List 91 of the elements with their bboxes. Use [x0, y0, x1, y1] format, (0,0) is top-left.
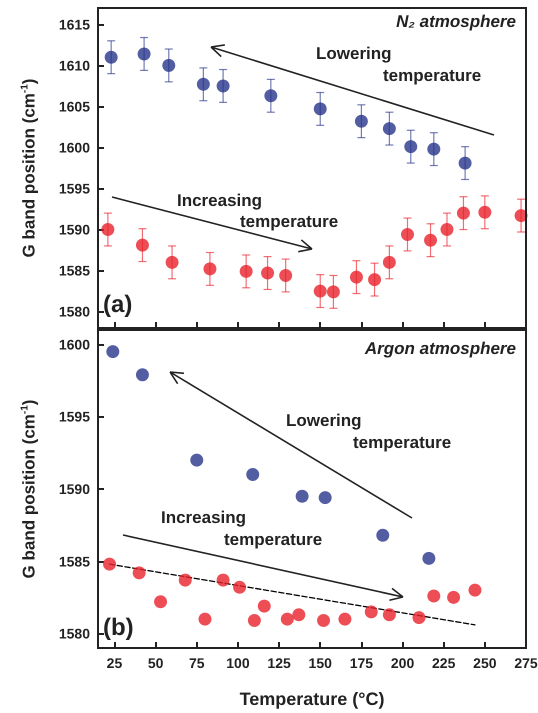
y-tick-label: 1595 — [58, 408, 90, 425]
y-tick-label: 1600 — [58, 336, 90, 352]
x-tick-label: 25 — [106, 655, 122, 671]
point — [162, 58, 176, 72]
point — [338, 612, 352, 626]
x-tick-label: 100 — [226, 655, 250, 671]
point — [440, 223, 454, 236]
x-tick-label: 200 — [390, 655, 414, 671]
point — [203, 262, 216, 276]
point — [427, 142, 440, 156]
x-axis-title: Temperature (°C) — [240, 689, 384, 709]
y-tick-label: 1585 — [58, 553, 90, 570]
x-tick-label: 225 — [432, 655, 456, 671]
point — [424, 234, 438, 247]
point — [136, 238, 149, 252]
point — [382, 122, 396, 136]
point — [216, 79, 230, 92]
point — [136, 368, 149, 382]
point — [248, 614, 261, 628]
x-tick-label: 75 — [188, 655, 205, 671]
point — [318, 491, 332, 504]
point — [154, 595, 168, 608]
annotation: Lowering temperature — [286, 411, 452, 453]
point — [354, 114, 368, 128]
point — [106, 345, 120, 358]
point — [280, 612, 294, 626]
point — [198, 612, 212, 626]
point — [196, 78, 210, 91]
point — [382, 256, 396, 269]
annotation: Lowering temperature — [316, 44, 482, 86]
point — [216, 574, 230, 587]
x-tick-label: 275 — [514, 655, 538, 671]
point — [178, 574, 192, 587]
annotation: (b) — [103, 614, 134, 642]
point — [261, 266, 274, 280]
point — [240, 264, 253, 278]
y-tick-label: 1590 — [58, 481, 90, 497]
x-tick-label: 50 — [148, 655, 164, 671]
point — [478, 206, 492, 219]
point — [292, 608, 306, 622]
annotation: Argon atmosphere — [364, 339, 516, 359]
point — [101, 223, 114, 236]
point — [447, 590, 460, 604]
y-axis-title: G band position (cm-1) — [20, 78, 38, 258]
y-tick-label: 1580 — [58, 626, 90, 642]
y-tick-label: 1590 — [58, 222, 90, 238]
point — [104, 50, 118, 64]
y-tick-label: 1585 — [58, 262, 90, 279]
y-tick-label: 1595 — [58, 180, 90, 197]
point — [376, 528, 390, 542]
point — [258, 600, 271, 613]
x-tick-label: 175 — [350, 655, 374, 671]
point — [233, 580, 246, 594]
point — [364, 605, 378, 618]
x-tick-label: 250 — [473, 655, 497, 671]
point — [317, 614, 330, 628]
point — [404, 140, 418, 154]
annotation: Increasing temperature — [161, 508, 322, 550]
annotation: Increasing temperature — [177, 191, 338, 232]
point — [456, 206, 470, 220]
point — [422, 552, 436, 565]
x-tick-label: 150 — [308, 655, 332, 671]
point — [368, 273, 382, 286]
point — [296, 490, 309, 503]
point — [412, 611, 426, 624]
annotation: (a) — [103, 291, 132, 319]
y-tick-label: 1600 — [58, 139, 90, 156]
y-axis-title: G band position (cm-1) — [20, 400, 38, 578]
point — [382, 608, 396, 622]
point — [132, 566, 146, 580]
point — [314, 102, 327, 116]
point — [326, 285, 340, 298]
y-tick-label: 1580 — [58, 304, 90, 320]
point — [458, 156, 472, 170]
point — [138, 47, 151, 60]
point — [166, 256, 179, 269]
annotation: N₂ atmosphere — [396, 12, 516, 32]
point — [427, 589, 440, 602]
point — [350, 270, 363, 284]
x-tick-label: 125 — [267, 655, 291, 671]
point — [190, 454, 204, 467]
point — [468, 584, 482, 597]
point — [279, 268, 292, 282]
y-tick-label: 1605 — [58, 98, 90, 114]
point — [314, 284, 327, 298]
y-tick-label: 1610 — [58, 57, 90, 74]
point — [103, 558, 116, 571]
point — [400, 228, 414, 241]
point — [264, 89, 278, 102]
y-tick-label: 1615 — [58, 16, 90, 32]
point — [246, 468, 260, 482]
